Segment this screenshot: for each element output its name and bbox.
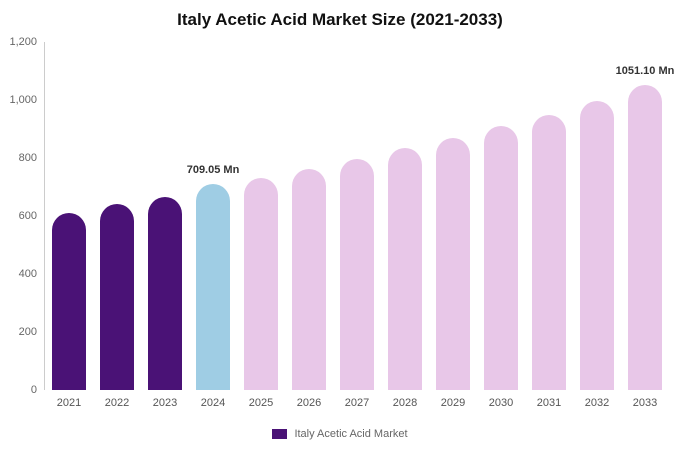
x-axis-tick-label: 2032 (584, 397, 610, 409)
x-axis-tick-label: 2021 (56, 397, 82, 409)
bar-value-label: 709.05 Mn (186, 164, 240, 177)
bar-slot: 2025 (237, 42, 285, 409)
bar-2028 (388, 148, 422, 390)
x-axis-tick-label: 2025 (248, 397, 274, 409)
bar-slot: 2030 (477, 42, 525, 409)
bar-2029 (436, 137, 470, 390)
y-axis-tick-label: 200 (18, 326, 37, 338)
bar-slot: 2023 (141, 42, 189, 409)
x-axis-tick-label: 2027 (344, 397, 370, 409)
bar-2030 (484, 126, 518, 390)
bar-2031 (532, 114, 566, 390)
x-axis-tick-label: 2029 (440, 397, 466, 409)
bar-slot: 2028 (381, 42, 429, 409)
x-axis-tick-label: 2030 (488, 397, 514, 409)
y-axis-tick-label: 1,000 (9, 94, 37, 106)
y-axis-tick-label: 0 (30, 384, 37, 396)
legend: Italy Acetic Acid Market (0, 428, 680, 440)
bar-2026 (292, 168, 326, 390)
bar-2027 (340, 158, 374, 390)
bar-value-label: 1051.10 Mn (615, 65, 675, 78)
bar-slot: 2032 (573, 42, 621, 409)
x-axis-tick-label: 2033 (632, 397, 658, 409)
bar-2033 (628, 85, 662, 390)
bar-slot: 2024 709.05 Mn (187, 42, 240, 409)
bar-2032 (580, 101, 614, 390)
y-axis-tick-label: 400 (18, 268, 37, 280)
legend-swatch (272, 429, 288, 439)
bar-slot: 2022 (93, 42, 141, 409)
x-axis-tick-label: 2031 (536, 397, 562, 409)
bar-slot: 2033 1051.10 Mn (616, 42, 675, 409)
x-axis-tick-label: 2024 (200, 397, 226, 409)
bar-2022 (100, 204, 134, 390)
bar-slot: 2026 (285, 42, 333, 409)
x-axis-tick-label: 2023 (152, 397, 178, 409)
x-axis-tick-label: 2026 (296, 397, 322, 409)
x-axis-tick-label: 2028 (392, 397, 418, 409)
bar-2021 (52, 213, 86, 390)
y-axis-tick-label: 800 (18, 152, 37, 164)
bar-slot: 2029 (429, 42, 477, 409)
y-axis-tick-label: 1,200 (9, 36, 37, 48)
bar-slot: 2021 (45, 42, 93, 409)
bars-group: 2021 2022 2023 2024 709.05 Mn 2025 2026 2027 202… (45, 42, 675, 409)
x-axis-tick-label: 2022 (104, 397, 130, 409)
y-axis-tick-label: 600 (18, 210, 37, 222)
chart-title: Italy Acetic Acid Market Size (2021-2033… (177, 10, 503, 29)
bar-2023 (148, 197, 182, 390)
legend-label: Italy Acetic Acid Market (294, 428, 408, 440)
bar-slot: 2031 (525, 42, 573, 409)
bar-2025 (244, 178, 278, 390)
plot-area: 0 200 400 600 800 1,000 1,200 2021 2022 2023 2024 7… (9, 36, 675, 409)
bar-2024 (196, 184, 230, 390)
bar-slot: 2027 (333, 42, 381, 409)
